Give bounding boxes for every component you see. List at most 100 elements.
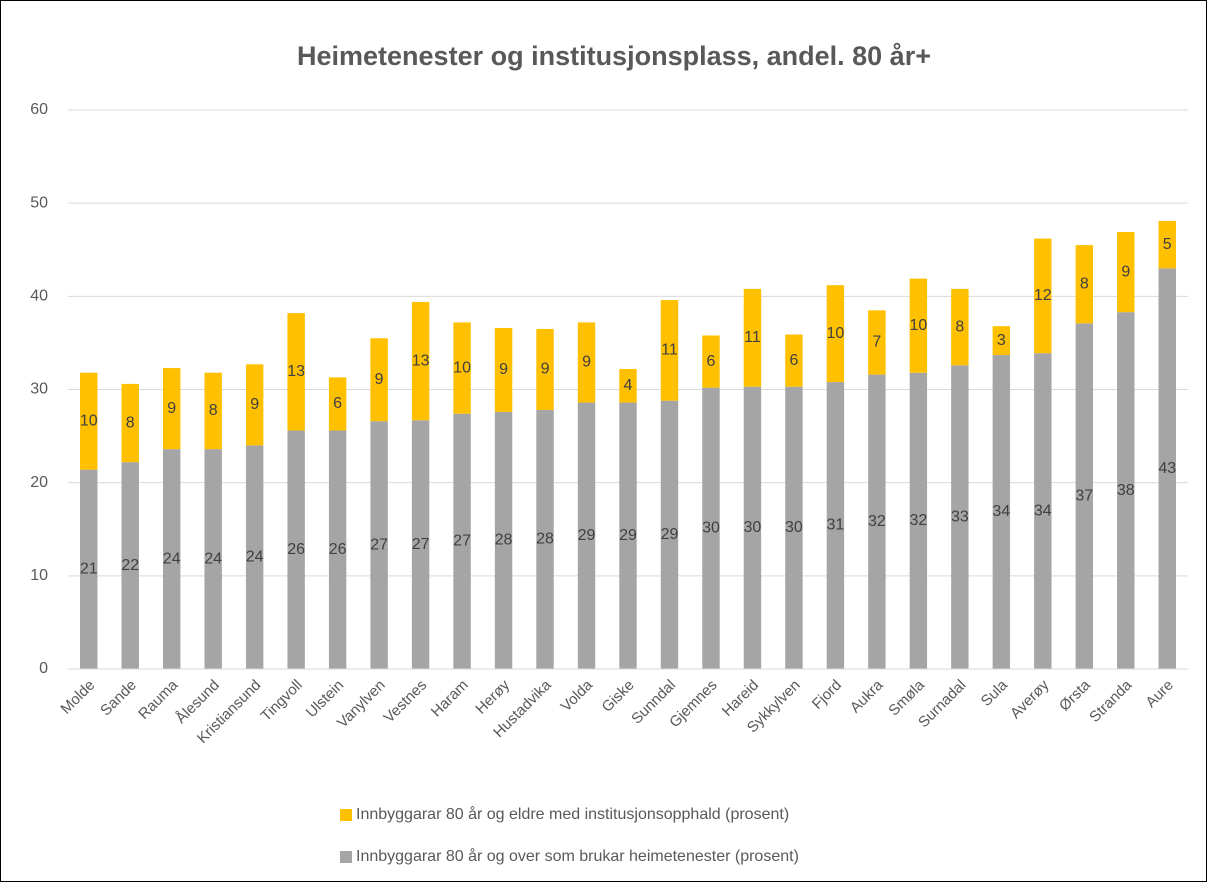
bar-segment	[1034, 238, 1052, 354]
data-label: 26	[287, 541, 305, 558]
data-label: 27	[453, 533, 471, 550]
data-label: 22	[121, 557, 139, 574]
data-label: 8	[126, 414, 135, 431]
bar-segment	[826, 382, 845, 669]
data-label: 13	[287, 363, 305, 380]
data-label: 28	[495, 532, 513, 549]
legend-swatch	[340, 809, 352, 821]
data-label: 43	[1158, 460, 1176, 477]
bar-segment	[287, 430, 305, 669]
data-label: 27	[370, 536, 388, 553]
data-label: 12	[1034, 287, 1052, 304]
bar-segment	[785, 386, 803, 669]
bar-segment	[411, 420, 430, 669]
bar-segment	[370, 421, 388, 669]
data-label: 6	[333, 395, 342, 412]
bar-segment	[370, 338, 388, 422]
data-label: 9	[250, 396, 259, 413]
bar-segment	[1158, 220, 1176, 269]
bar-segment	[121, 462, 139, 669]
y-tick-label: 30	[30, 381, 48, 398]
legend-label: Innbyggarar 80 år og over som brukar hei…	[356, 847, 799, 865]
data-label: 24	[204, 550, 222, 567]
data-label: 5	[1163, 236, 1172, 253]
bar-segment	[577, 402, 596, 669]
data-label: 11	[744, 329, 761, 346]
bar-segment	[1117, 232, 1135, 313]
bar-segment	[1075, 323, 1094, 669]
legend-label: Innbyggarar 80 år og eldre med institusj…	[356, 805, 789, 823]
data-label: 9	[375, 371, 384, 388]
data-label: 26	[329, 541, 347, 558]
bar-segment	[951, 365, 969, 669]
bar-segment	[80, 372, 98, 470]
bar-segment	[411, 301, 430, 421]
y-tick-label: 40	[30, 288, 48, 305]
data-label: 8	[1080, 275, 1089, 292]
bar-segment	[536, 328, 554, 410]
y-tick-label: 20	[30, 474, 48, 491]
data-label: 29	[619, 527, 637, 544]
y-tick-label: 50	[30, 194, 48, 211]
data-label: 28	[536, 531, 554, 548]
bar-segment	[328, 430, 347, 669]
data-label: 8	[209, 402, 218, 419]
bar-segment	[868, 310, 886, 375]
data-label: 9	[582, 354, 591, 371]
data-label: 37	[1075, 487, 1093, 504]
bar-segment	[1117, 312, 1135, 669]
bar-segment	[909, 278, 928, 373]
bar-segment	[536, 409, 554, 669]
data-label: 6	[789, 352, 798, 369]
bar-segment	[162, 368, 181, 450]
bar-segment	[785, 334, 803, 387]
data-label: 29	[578, 527, 596, 544]
y-tick-label: 60	[30, 101, 48, 118]
bar-segment	[660, 300, 679, 401]
bar-segment	[453, 413, 471, 669]
data-label: 34	[992, 503, 1010, 520]
data-label: 27	[412, 536, 430, 553]
bar-segment	[494, 411, 513, 669]
data-label: 6	[707, 353, 716, 370]
data-label: 10	[80, 412, 98, 429]
bar-segment	[702, 387, 720, 669]
bar-segment	[577, 322, 596, 403]
data-label: 10	[827, 325, 845, 342]
data-label: 3	[997, 332, 1006, 349]
bar-segment	[204, 449, 222, 669]
bar-segment	[121, 383, 139, 463]
data-label: 9	[541, 361, 550, 378]
data-label: 31	[827, 517, 845, 534]
data-label: 13	[412, 352, 430, 369]
y-tick-label: 0	[39, 660, 48, 677]
bar-segment	[162, 449, 181, 669]
data-label: 30	[785, 519, 803, 536]
bar-segment	[619, 369, 637, 403]
chart-title: Heimetenester og institusjonsplass, ande…	[297, 41, 931, 71]
data-label: 9	[1121, 263, 1130, 280]
bar-segment	[992, 326, 1011, 356]
bar-segment	[1034, 353, 1052, 669]
data-label: 8	[955, 318, 964, 335]
data-label: 30	[744, 519, 762, 536]
bar-segment	[80, 469, 98, 669]
data-label: 9	[499, 361, 508, 378]
data-label: 21	[80, 561, 98, 578]
bar-segment	[992, 355, 1011, 669]
bar-segment	[660, 400, 679, 669]
data-label: 38	[1117, 482, 1135, 499]
bar-segment	[287, 313, 305, 431]
bar-segment	[743, 288, 762, 387]
bar-segment	[204, 372, 222, 450]
data-label: 24	[163, 550, 181, 567]
bar-segment	[619, 402, 637, 669]
data-label: 7	[872, 334, 881, 351]
data-label: 4	[624, 377, 633, 394]
bar-segment	[328, 377, 347, 431]
data-label: 32	[909, 512, 927, 529]
legend-swatch	[340, 851, 352, 863]
bar-segment	[868, 374, 886, 669]
